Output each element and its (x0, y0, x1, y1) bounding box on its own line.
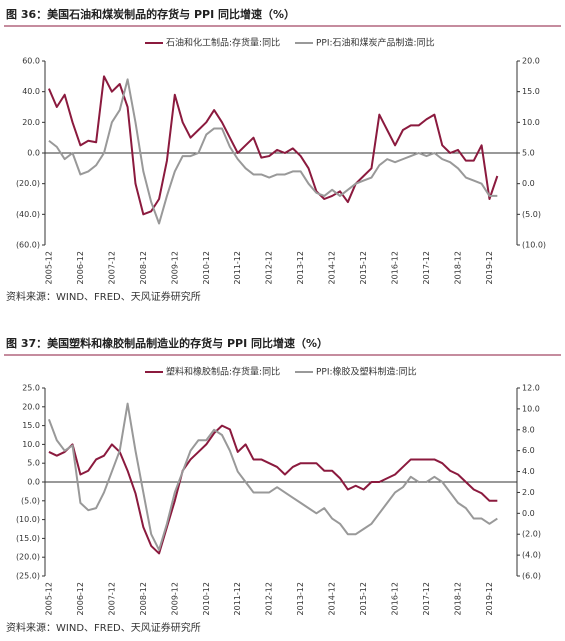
y2-tick-label: 15.0 (522, 87, 540, 96)
y2-tick-label: 6.0 (522, 446, 535, 455)
y2-tick-label: 8.0 (522, 425, 535, 434)
y2-tick-label: 5.0 (522, 149, 535, 158)
x-tick-label: 2017-12 (422, 582, 431, 615)
x-tick-label: 2012-12 (265, 251, 274, 284)
chart-title: 图 36：美国石油和煤炭制品的存货与 PPI 同比增速（%） (6, 7, 295, 21)
legend-label: 石油和化工制品:存货量:同比 (166, 37, 280, 49)
series-line (47, 402, 498, 551)
x-tick-label: 2009-12 (170, 582, 179, 615)
x-tick-label: 2016-12 (391, 251, 400, 284)
x-tick-label: 2015-12 (359, 582, 368, 615)
y-tick-label: 0.0 (27, 478, 40, 487)
x-tick-label: 2018-12 (454, 582, 463, 615)
y-tick-label: 15.0 (22, 421, 40, 430)
x-tick-label: 2019-12 (485, 251, 494, 284)
x-tick-label: 2007-12 (107, 582, 116, 615)
y2-tick-label: (10.0) (522, 241, 546, 250)
x-tick-label: 2014-12 (328, 582, 337, 615)
y2-tick-label: (2.0) (522, 530, 541, 539)
y-tick-label: (20.0) (16, 179, 40, 188)
x-tick-label: 2008-12 (139, 251, 148, 284)
series-line (48, 75, 499, 216)
y-tick-label: 5.0 (27, 459, 40, 468)
y2-tick-label: (5.0) (522, 210, 541, 219)
x-tick-label: 2007-12 (107, 251, 116, 284)
y2-tick-label: 4.0 (522, 467, 535, 476)
y2-tick-label: (6.0) (522, 572, 541, 581)
x-tick-label: 2017-12 (422, 251, 431, 284)
x-tick-label: 2013-12 (296, 582, 305, 615)
x-tick-label: 2010-12 (202, 582, 211, 615)
y-tick-label: 0.0 (27, 149, 40, 158)
x-tick-label: 2019-12 (485, 582, 494, 615)
y-tick-label: (25.0) (16, 572, 40, 581)
y-tick-label: 20.0 (22, 402, 40, 411)
x-tick-label: 2005-12 (44, 251, 53, 284)
y-tick-label: (40.0) (16, 210, 40, 219)
series-line (48, 78, 498, 225)
source-note: 资料来源：WIND、FRED、天风证券研究所 (6, 621, 201, 634)
y-tick-label: 60.0 (22, 57, 40, 66)
y2-tick-label: (4.0) (522, 551, 541, 560)
x-tick-label: 2008-12 (139, 582, 148, 615)
y-tick-label: (20.0) (16, 553, 40, 562)
y2-tick-label: 2.0 (522, 488, 535, 497)
y-tick-label: (5.0) (21, 496, 40, 505)
y-tick-label: (10.0) (16, 515, 40, 524)
x-tick-label: 2014-12 (328, 251, 337, 284)
y2-tick-label: 12.0 (522, 384, 540, 393)
chart-title: 图 37：美国塑料和橡胶制品制造业的存货与 PPI 同比增速（%） (6, 336, 328, 350)
x-tick-label: 2013-12 (296, 251, 305, 284)
y-tick-label: 20.0 (22, 118, 40, 127)
x-tick-label: 2012-12 (265, 582, 274, 615)
x-tick-label: 2005-12 (44, 582, 53, 615)
legend-label: PPI:橡胶及塑料制造:同比 (316, 366, 417, 378)
x-tick-label: 2009-12 (170, 251, 179, 284)
y2-tick-label: 10.0 (522, 118, 540, 127)
x-tick-label: 2006-12 (76, 582, 85, 615)
x-tick-label: 2015-12 (359, 251, 368, 284)
y-tick-label: (15.0) (16, 534, 40, 543)
source-note: 资料来源：WIND、FRED、天风证券研究所 (6, 290, 201, 303)
legend-label: 塑料和橡胶制品:存货量:同比 (166, 366, 280, 378)
y-tick-label: (60.0) (16, 241, 40, 250)
y-tick-label: 25.0 (22, 384, 40, 393)
y-tick-label: 10.0 (22, 440, 40, 449)
y2-tick-label: 10.0 (522, 404, 540, 413)
x-tick-label: 2018-12 (454, 251, 463, 284)
y-tick-label: 40.0 (22, 87, 40, 96)
x-tick-label: 2016-12 (391, 582, 400, 615)
series-line (48, 424, 498, 555)
x-tick-label: 2006-12 (76, 251, 85, 284)
x-tick-label: 2011-12 (233, 582, 242, 615)
y2-tick-label: 0.0 (522, 179, 535, 188)
y2-tick-label: 0.0 (522, 509, 535, 518)
legend-label: PPI:石油和煤炭产品制造:同比 (316, 37, 435, 49)
x-tick-label: 2011-12 (233, 251, 242, 284)
x-tick-label: 2010-12 (202, 251, 211, 284)
y2-tick-label: 20.0 (522, 57, 540, 66)
